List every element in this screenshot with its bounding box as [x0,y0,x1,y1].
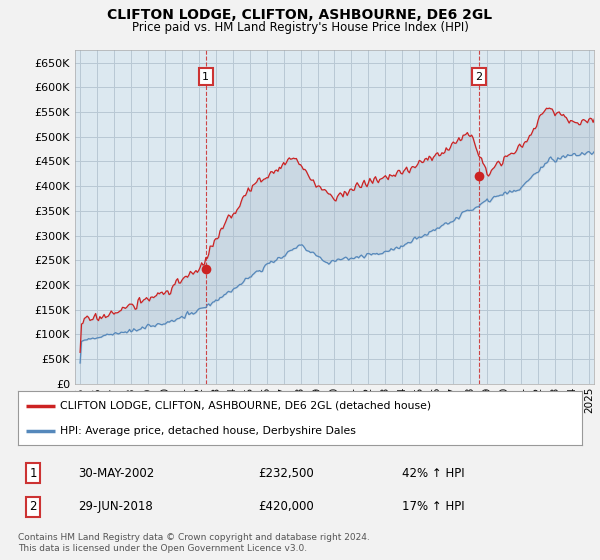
Text: 1: 1 [29,466,37,480]
Text: 2: 2 [475,72,482,82]
Text: £420,000: £420,000 [258,500,314,514]
Text: 30-MAY-2002: 30-MAY-2002 [78,466,154,480]
Text: Price paid vs. HM Land Registry's House Price Index (HPI): Price paid vs. HM Land Registry's House … [131,21,469,34]
Text: CLIFTON LODGE, CLIFTON, ASHBOURNE, DE6 2GL (detached house): CLIFTON LODGE, CLIFTON, ASHBOURNE, DE6 2… [60,400,431,410]
Text: Contains HM Land Registry data © Crown copyright and database right 2024.: Contains HM Land Registry data © Crown c… [18,533,370,542]
Text: 29-JUN-2018: 29-JUN-2018 [78,500,153,514]
Text: This data is licensed under the Open Government Licence v3.0.: This data is licensed under the Open Gov… [18,544,307,553]
Text: 17% ↑ HPI: 17% ↑ HPI [402,500,464,514]
Text: 42% ↑ HPI: 42% ↑ HPI [402,466,464,480]
Text: HPI: Average price, detached house, Derbyshire Dales: HPI: Average price, detached house, Derb… [60,426,356,436]
Text: 2: 2 [29,500,37,514]
Text: 1: 1 [202,72,209,82]
Text: CLIFTON LODGE, CLIFTON, ASHBOURNE, DE6 2GL: CLIFTON LODGE, CLIFTON, ASHBOURNE, DE6 2… [107,8,493,22]
Text: £232,500: £232,500 [258,466,314,480]
